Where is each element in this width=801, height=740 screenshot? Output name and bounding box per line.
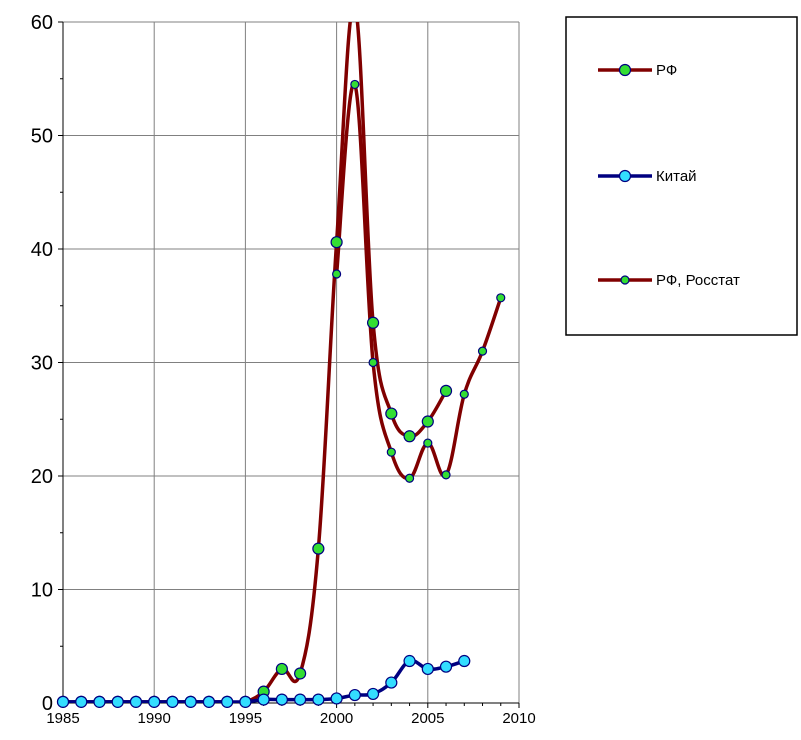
data-point-series-3	[441, 470, 451, 480]
x-axis-ticks: 1985 1990 1995 2000 2005 2010	[46, 703, 536, 727]
data-point-series-2	[294, 693, 307, 706]
data-point-series-2	[202, 695, 216, 708]
data-point-series-3	[386, 447, 396, 457]
legend-marker-sample	[620, 275, 630, 285]
data-point-series-1	[403, 430, 416, 443]
data-point-series-2	[385, 676, 398, 689]
legend-item: Китай	[598, 168, 697, 185]
data-point-series-2	[111, 695, 124, 708]
data-point-series-1	[366, 316, 380, 329]
legend-marker-sample	[618, 169, 632, 183]
data-point-series-1	[385, 407, 398, 420]
series-line-3	[334, 81, 503, 481]
legend-label: РФ, Росстат	[656, 272, 740, 289]
data-point-series-2	[312, 693, 325, 706]
data-point-series-2	[166, 695, 179, 708]
x-tick-label: 2010	[502, 710, 535, 727]
data-point-series-1	[312, 542, 325, 555]
y-tick-label: 30	[31, 353, 53, 375]
series-layer	[63, 22, 503, 703]
data-point-series-2	[221, 695, 234, 708]
gridlines	[63, 21, 520, 703]
legend-marker-sample	[618, 63, 632, 77]
y-tick-label: 50	[31, 126, 53, 148]
data-point-series-3	[332, 269, 342, 279]
x-tick-label: 2000	[320, 710, 353, 727]
data-point-series-3	[404, 473, 415, 483]
data-point-series-1	[439, 384, 453, 397]
data-point-series-1	[275, 662, 288, 676]
data-point-series-3	[477, 346, 488, 356]
data-point-series-1	[294, 667, 307, 680]
data-point-series-2	[458, 654, 471, 668]
y-tick-label: 20	[31, 466, 53, 488]
data-point-series-2	[403, 654, 416, 668]
legend: РФ Китай РФ, Росстат	[565, 16, 798, 336]
legend-label: РФ	[656, 62, 677, 79]
data-point-series-3	[496, 293, 506, 303]
legend-item: РФ	[598, 62, 677, 79]
data-point-series-2	[239, 695, 252, 708]
plot-area: 0 10 20 30 40 50 60 1985 1990 1995 2000 2005 2010	[31, 12, 536, 727]
data-point-series-2	[330, 692, 343, 705]
data-point-series-2	[348, 688, 361, 702]
data-point-series-2	[93, 695, 106, 708]
data-point-series-2	[148, 695, 161, 708]
data-point-series-3	[368, 357, 378, 368]
data-point-series-3	[459, 389, 469, 399]
data-point-series-2	[366, 687, 380, 701]
series-line-1	[63, 22, 448, 703]
y-tick-label: 0	[42, 693, 53, 715]
x-tick-label: 1995	[229, 710, 262, 727]
x-tick-label: 1990	[138, 710, 171, 727]
data-point-series-2	[275, 693, 288, 706]
x-tick-label: 1985	[46, 710, 79, 727]
data-point-series-3	[350, 79, 360, 90]
data-point-series-2	[184, 695, 197, 708]
data-point-series-1	[421, 415, 434, 428]
markers-layer	[56, 79, 506, 708]
y-tick-label: 40	[31, 239, 53, 261]
legend-item: РФ, Росстат	[598, 272, 740, 289]
data-point-series-2	[56, 695, 70, 708]
data-point-series-1	[330, 236, 343, 249]
data-point-series-2	[257, 693, 270, 706]
x-tick-label: 2005	[411, 710, 444, 727]
data-point-series-2	[75, 695, 88, 708]
data-point-series-2	[439, 660, 453, 673]
y-tick-label: 10	[31, 580, 53, 602]
y-axis-ticks: 0 10 20 30 40 50 60	[31, 12, 63, 715]
data-point-series-2	[421, 662, 434, 676]
data-point-series-3	[423, 438, 433, 448]
legend-label: Китай	[656, 168, 697, 185]
y-tick-label: 60	[31, 12, 53, 34]
data-point-series-2	[129, 695, 143, 708]
